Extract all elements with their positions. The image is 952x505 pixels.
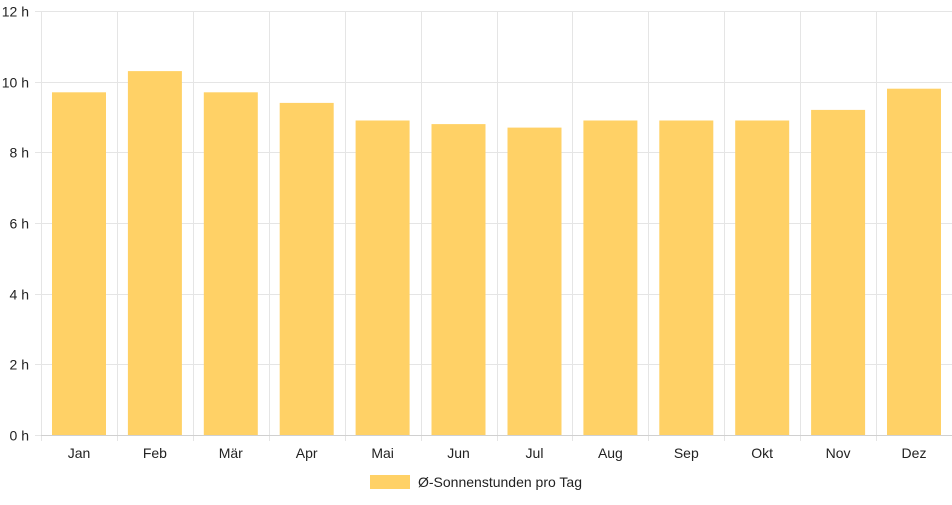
y-tick-label: 8 h xyxy=(10,145,29,161)
y-tick-label: 2 h xyxy=(10,357,29,373)
grid-layer xyxy=(35,11,952,441)
x-tick-label: Dez xyxy=(902,445,927,461)
bars-layer xyxy=(52,71,941,436)
bar-aug xyxy=(583,120,638,435)
legend[interactable]: Ø-Sonnenstunden pro Tag xyxy=(370,474,582,490)
legend-label[interactable]: Ø-Sonnenstunden pro Tag xyxy=(418,474,582,490)
bar-jan xyxy=(52,92,106,436)
x-tick-label: Jun xyxy=(447,445,470,461)
x-tick-label: Jan xyxy=(68,445,91,461)
x-tick-label: Aug xyxy=(598,445,623,461)
bar-sep xyxy=(659,120,714,435)
legend-swatch[interactable] xyxy=(370,475,410,489)
y-tick-label: 6 h xyxy=(10,216,29,232)
x-tick-label: Apr xyxy=(296,445,318,461)
y-tick-label: 4 h xyxy=(10,287,29,303)
bar-dez xyxy=(887,88,941,435)
bar-jun xyxy=(431,124,486,435)
x-tick-label: Mai xyxy=(371,445,394,461)
bar-feb xyxy=(127,71,182,435)
x-tick-label: Sep xyxy=(674,445,699,461)
bar-nov xyxy=(811,109,866,436)
x-tick-label: Mär xyxy=(219,445,243,461)
x-tick-label: Feb xyxy=(143,445,167,461)
bar-jul xyxy=(507,127,562,435)
y-tick-label: 0 h xyxy=(10,428,29,444)
x-tick-label: Nov xyxy=(826,445,851,461)
bar-okt xyxy=(735,120,790,435)
bar-mai xyxy=(355,120,410,435)
axis-layer: 0 h 2 h 4 h 6 h 8 h 10 h 12 h Jan Feb Mär Apr Mai Ju… xyxy=(2,4,952,461)
x-tick-label: Okt xyxy=(751,445,773,461)
x-tick-label: Jul xyxy=(526,445,544,461)
bar-apr xyxy=(279,102,334,436)
y-tick-label: 12 h xyxy=(2,4,29,20)
bar-mär xyxy=(203,92,258,436)
y-tick-label: 10 h xyxy=(2,75,29,91)
